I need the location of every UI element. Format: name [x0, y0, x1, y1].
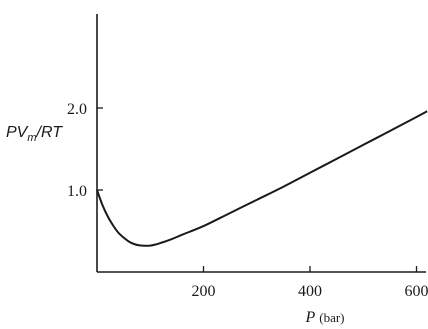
series-line	[96, 110, 428, 247]
x-tick-label: 200	[192, 283, 216, 300]
x-tick-label: 600	[405, 283, 428, 300]
y-axis-label-subscript: m	[27, 132, 36, 144]
y-tick-label: 1.0	[67, 183, 87, 200]
tick-labels: 200 400 600 1.0 2.0	[67, 101, 428, 300]
y-axis-label-main: PV	[6, 124, 29, 141]
x-tick-label: 400	[298, 283, 322, 300]
x-axis-label: P (bar)	[304, 309, 344, 326]
ticks	[97, 107, 418, 272]
x-axis-label-var: P	[304, 309, 315, 326]
x-axis-label-unit: (bar)	[319, 310, 344, 325]
y-tick-label: 2.0	[67, 101, 87, 118]
y-axis-label: PVm/RT	[6, 124, 63, 144]
y-axis-label-rest: /RT	[36, 124, 64, 141]
axes	[96, 14, 426, 273]
